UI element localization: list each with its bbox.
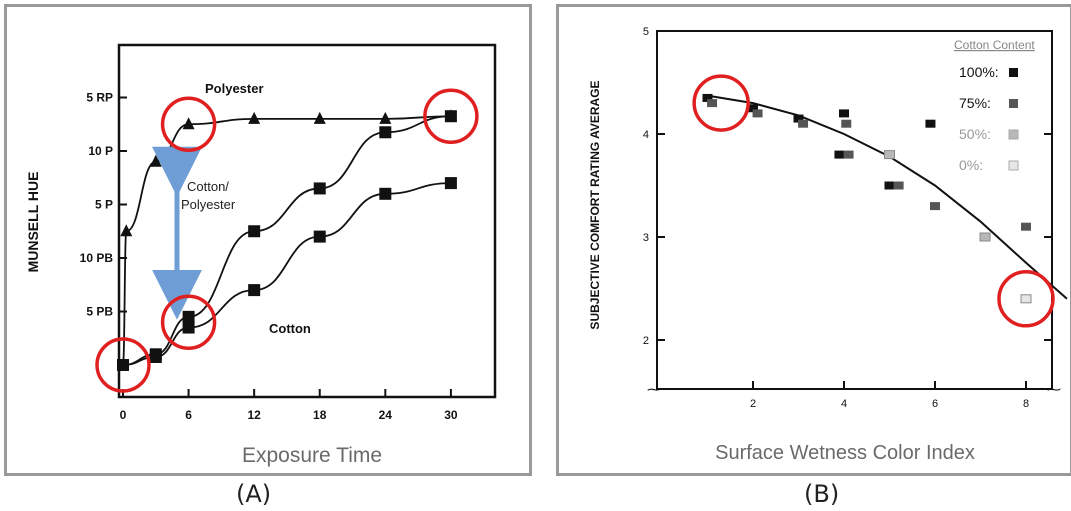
- highlight-circle: [997, 270, 1055, 328]
- annotation-cotton: Cotton: [269, 321, 311, 336]
- highlight-circle: [160, 294, 217, 350]
- chart-a-ylabel: MUNSELL HUE: [25, 172, 41, 273]
- y-tick-label: 2: [643, 335, 649, 347]
- y-tick-label: 4: [643, 129, 649, 141]
- legend-label: 75%:: [959, 95, 991, 111]
- data-point: [149, 350, 162, 363]
- data-point: [793, 114, 804, 123]
- data-point: [1020, 294, 1032, 304]
- data-point: [248, 225, 261, 238]
- x-tick-label: 2: [750, 398, 756, 410]
- data-point: [379, 126, 392, 139]
- data-point: [120, 224, 133, 237]
- data-point: [379, 187, 392, 200]
- data-point: [884, 181, 895, 190]
- x-tick-label: 4: [841, 398, 847, 410]
- x-tick-label: 0: [120, 408, 127, 422]
- legend-swatch: [1009, 99, 1018, 108]
- data-point: [925, 119, 936, 128]
- caption-b: (B): [804, 480, 840, 508]
- x-tick-label: 12: [247, 408, 261, 422]
- chart-b-svg: ⁓ ⁓ 2 4 6 8 5 4 3 2 100%: 75%: 50%: 0%: Surface Wetne…: [588, 26, 1068, 464]
- legend-title: Cotton Content: [954, 38, 1035, 52]
- highlight-circle: [95, 337, 151, 393]
- x-tick-label: 8: [1023, 398, 1029, 410]
- data-point: [313, 111, 326, 124]
- y-tick-label: 5 RP: [86, 91, 113, 105]
- x-tick-label: 18: [313, 408, 327, 422]
- x-tick-label: 6: [185, 408, 192, 422]
- data-point: [979, 232, 991, 242]
- data-point: [834, 150, 845, 159]
- data-point: [248, 284, 261, 297]
- plot-frame: [117, 43, 497, 399]
- data-point: [884, 150, 895, 160]
- data-point: [930, 202, 940, 211]
- chart-a-xlabel: Exposure Time: [242, 444, 382, 467]
- data-point: [748, 104, 758, 113]
- y-tick-label: 5 P: [95, 198, 113, 212]
- data-point: [707, 99, 718, 108]
- chart-b-ylabel: SUBJECTIVE COMFORT RATING AVERAGE: [588, 80, 602, 329]
- data-point: [313, 230, 326, 243]
- chart-b-xlabel: Surface Wetness Color Index: [715, 442, 975, 464]
- caption-a: (A): [236, 480, 272, 508]
- axis-break-right: ⁓: [1047, 381, 1061, 397]
- annotation-polyester: Polyester: [205, 81, 264, 96]
- legend-swatch: [1009, 68, 1018, 77]
- data-point: [843, 150, 854, 159]
- data-point: [839, 109, 849, 118]
- data-point: [248, 111, 261, 124]
- annotation-blend: Cotton/Polyester: [181, 179, 236, 212]
- highlight-circle: [160, 96, 217, 152]
- data-point: [182, 310, 195, 323]
- chart-a-svg: 0 6 12 18 24 30 5 RP 10 P 5 P 10 PB 5 PB Exposure …: [25, 43, 497, 467]
- data-point: [379, 111, 392, 124]
- y-tick-label: 5: [643, 26, 649, 38]
- data-point: [702, 93, 713, 102]
- x-tick-label: 6: [932, 398, 938, 410]
- y-tick-label: 3: [643, 232, 649, 244]
- data-point: [444, 177, 457, 190]
- x-tick-label: 24: [379, 408, 393, 422]
- plot-frame: [656, 30, 1053, 390]
- y-tick-label: 10 P: [88, 144, 113, 158]
- x-tick-label: 30: [444, 408, 458, 422]
- data-point: [182, 117, 195, 130]
- highlight-circle: [423, 88, 479, 144]
- data-point: [313, 182, 326, 195]
- data-point: [444, 110, 457, 123]
- data-point: [841, 119, 852, 128]
- legend-label: 50%:: [959, 126, 991, 142]
- legend-swatch: [1008, 129, 1019, 140]
- fit-curve: [702, 93, 1068, 300]
- axis-break-left: ⁓: [647, 381, 661, 397]
- data-point: [117, 359, 129, 371]
- legend-label: 100%:: [959, 64, 999, 80]
- data-point: [182, 321, 195, 334]
- chart-panel-a: 0 6 12 18 24 30 5 RP 10 P 5 P 10 PB 5 PB Exposure …: [4, 4, 532, 476]
- y-tick-label: 5 PB: [86, 305, 113, 319]
- legend-label: 0%:: [959, 157, 983, 173]
- data-point: [1021, 222, 1031, 231]
- y-tick-label: 10 PB: [80, 251, 114, 265]
- data-point: [798, 119, 809, 128]
- legend-swatch: [1008, 160, 1019, 171]
- data-point: [893, 181, 904, 190]
- data-point: [752, 109, 763, 118]
- chart-panel-b: ⁓ ⁓ 2 4 6 8 5 4 3 2 100%: 75%: 50%: 0%: Surface Wetne…: [556, 4, 1071, 476]
- highlight-circle: [692, 74, 750, 132]
